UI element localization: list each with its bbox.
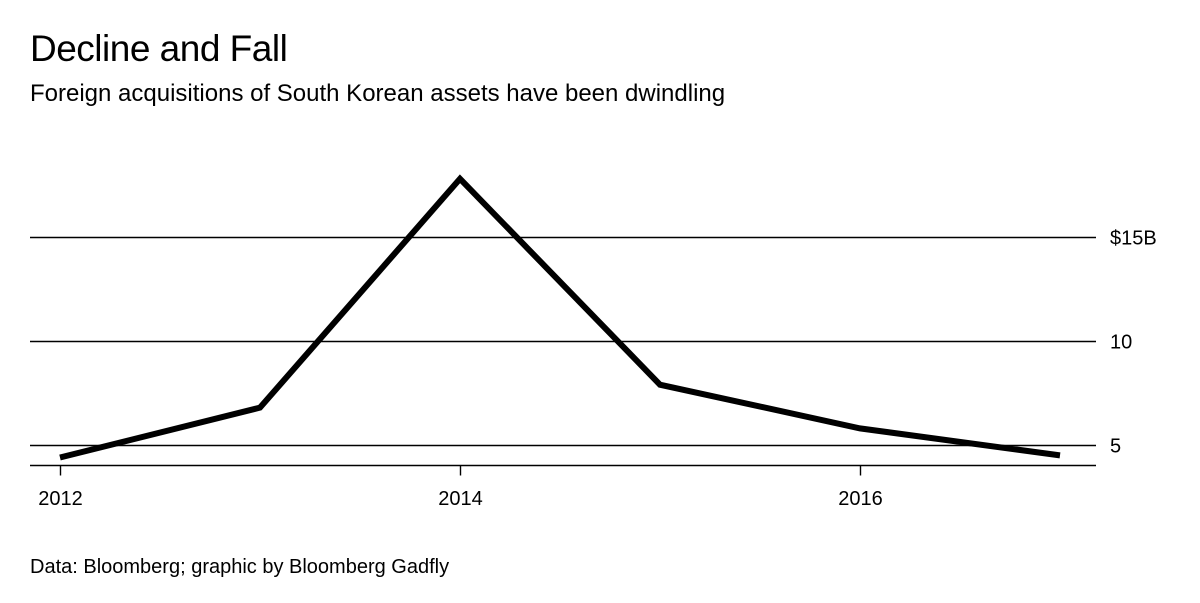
chart-title: Decline and Fall	[30, 28, 288, 69]
chart-subtitle: Foreign acquisitions of South Korean ass…	[30, 80, 726, 107]
x-tick-label: 2016	[838, 488, 883, 510]
gridlines	[30, 236, 1096, 447]
x-axis-labels: 2012 2014 2016	[38, 488, 883, 510]
y-tick-label: $15B	[1110, 228, 1157, 250]
x-tick-label: 2012	[38, 488, 83, 510]
series-layer	[59, 174, 1061, 461]
y-axis-labels: 5 10 $15B	[1110, 228, 1157, 458]
y-tick-label: 5	[1110, 436, 1121, 458]
series-line-foreign-acquisitions	[59, 174, 1061, 461]
y-tick-label: 10	[1110, 332, 1132, 354]
x-axis	[30, 464, 1096, 476]
source-note: Data: Bloomberg; graphic by Bloomberg Ga…	[30, 556, 450, 578]
x-tick-label: 2014	[438, 488, 483, 510]
